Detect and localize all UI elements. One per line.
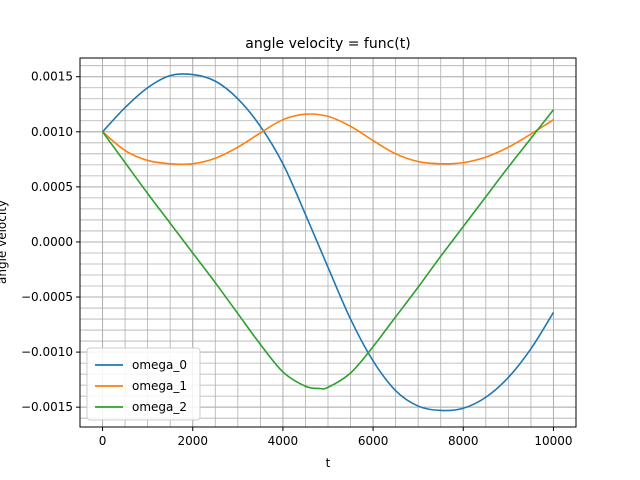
x-tick-label: 0 [99,434,107,448]
x-axis-label: t [326,456,331,470]
legend: omega_0 omega_1 omega_2 [86,347,201,421]
legend-label-omega-1: omega_1 [132,379,187,393]
legend-label-omega-0: omega_0 [132,358,187,372]
chart-title: angle velocity = func(t) [245,36,410,52]
y-tick-label: 0.0000 [31,235,73,249]
legend-label-omega-2: omega_2 [132,400,187,414]
plot-frame [79,57,577,428]
legend-box [86,347,201,421]
series-line-omega-1 [102,113,554,166]
x-tick-label: 10000 [534,434,572,448]
x-tick-label: 2000 [177,434,208,448]
axis-ticks: 0 2000 4000 6000 8000 10000 −0.0015 −0.0010 −0.0… [21,70,573,448]
series-group [101,73,555,412]
y-tick-label: −0.0015 [21,400,73,414]
y-tick-label: 0.0010 [31,125,73,139]
series-line-omega-0 [101,73,555,412]
y-tick-label: 0.0015 [31,70,73,84]
x-tick-label: 8000 [448,434,479,448]
x-tick-label: 4000 [268,434,299,448]
y-tick-label: −0.0005 [21,290,73,304]
x-tick-label: 6000 [358,434,389,448]
y-tick-label: −0.0010 [21,345,73,359]
series-line-omega-2 [101,109,555,390]
y-axis-label: angle velocity [0,200,9,284]
y-tick-label: 0.0005 [31,180,73,194]
